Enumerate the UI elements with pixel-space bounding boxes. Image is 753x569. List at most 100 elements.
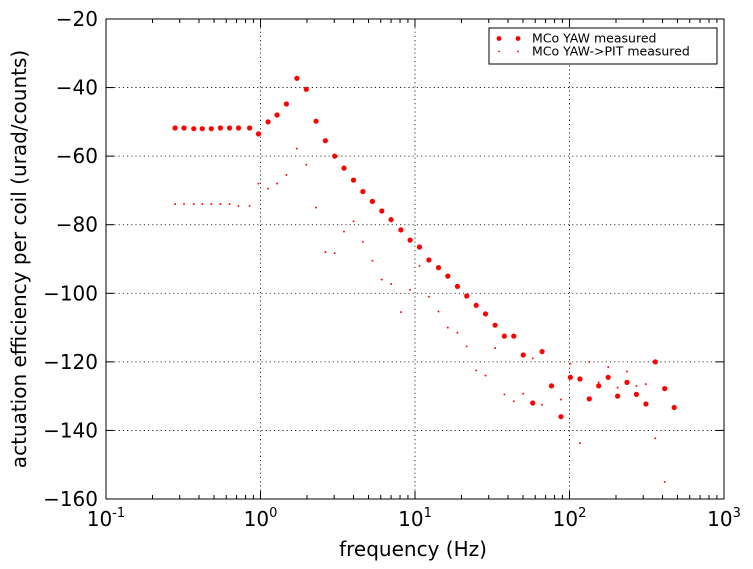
yaw-pit-point xyxy=(512,400,515,403)
yaw-point xyxy=(407,237,413,243)
y-tick-label: −120 xyxy=(43,350,98,374)
yaw-pit-point xyxy=(237,204,240,207)
yaw-pit-point xyxy=(399,311,402,314)
legend-marker-yaw xyxy=(515,36,521,41)
yaw-point xyxy=(426,257,432,263)
x-tick-exponent: 1 xyxy=(424,506,432,521)
yaw-pit-point xyxy=(616,386,619,389)
yaw-pit-point xyxy=(276,182,279,185)
yaw-point xyxy=(172,125,178,131)
y-tick-label: −60 xyxy=(56,144,98,168)
x-tick-label: 10-1 xyxy=(87,506,125,531)
yaw-point xyxy=(265,119,271,125)
yaw-pit-point xyxy=(380,278,383,281)
yaw-pit-point xyxy=(343,230,345,233)
series-yaw-pit xyxy=(174,147,666,483)
yaw-point xyxy=(341,165,347,171)
yaw-point xyxy=(322,138,328,144)
yaw-pit-point xyxy=(210,203,213,206)
x-tick-base: 10 xyxy=(398,507,423,531)
yaw-pit-point xyxy=(295,147,298,150)
yaw-point xyxy=(191,126,197,132)
yaw-point xyxy=(662,386,668,392)
y-tick-label: −20 xyxy=(56,7,98,31)
yaw-point xyxy=(199,126,205,132)
y-tick-label: −40 xyxy=(56,76,98,100)
yaw-point xyxy=(255,131,262,137)
yaw-point xyxy=(181,125,187,131)
yaw-point xyxy=(643,401,649,407)
legend-label-yaw: MCo YAW measured xyxy=(532,31,656,46)
yaw-point xyxy=(567,374,574,380)
yaw-point xyxy=(283,101,289,107)
legend: MCo YAW measured MCo YAW->PIT measured xyxy=(488,27,718,65)
yaw-pit-point xyxy=(390,283,393,285)
yaw-point xyxy=(217,125,223,131)
yaw-pit-point xyxy=(409,288,412,291)
legend-marker-yaw-pit xyxy=(498,50,500,53)
yaw-point xyxy=(605,374,611,380)
yaw-pit-point xyxy=(635,384,638,387)
x-tick-base: 10 xyxy=(707,507,732,531)
yaw-point xyxy=(539,349,545,355)
yaw-pit-point xyxy=(285,174,288,176)
yaw-pit-point xyxy=(550,384,553,387)
x-tick-base: 10 xyxy=(244,507,269,531)
yaw-point xyxy=(511,333,517,339)
yaw-point xyxy=(633,391,640,397)
yaw-point xyxy=(473,302,479,308)
x-tick-exponent: 3 xyxy=(733,506,741,521)
yaw-pit-point xyxy=(371,259,374,262)
yaw-point xyxy=(454,283,460,289)
yaw-point xyxy=(501,333,507,339)
yaw-point xyxy=(379,208,385,214)
yaw-pit-point xyxy=(427,295,430,298)
yaw-pit-point xyxy=(418,264,421,267)
yaw-pit-point xyxy=(333,252,336,255)
x-tick-exponent: -1 xyxy=(112,506,125,521)
yaw-pit-point xyxy=(607,366,610,368)
yaw-point xyxy=(235,125,242,131)
yaw-pit-point xyxy=(352,220,355,223)
yaw-pit-point xyxy=(183,203,185,206)
yaw-pit-point xyxy=(597,381,600,384)
yaw-pit-point xyxy=(654,437,657,440)
yaw-pit-point xyxy=(626,370,628,373)
legend-label-yaw-pit: MCo YAW->PIT measured xyxy=(532,44,690,59)
yaw-point xyxy=(652,359,658,365)
yaw-pit-point xyxy=(663,480,666,483)
yaw-point xyxy=(577,376,583,382)
series-yaw xyxy=(172,75,677,420)
grid xyxy=(106,19,724,499)
x-axis-title: frequency (Hz) xyxy=(339,537,487,561)
yaw-pit-point xyxy=(201,203,204,206)
yaw-pit-point xyxy=(503,393,506,396)
yaw-point xyxy=(445,273,451,279)
yaw-point xyxy=(586,396,592,402)
yaw-point xyxy=(360,188,366,195)
x-tick-label: 101 xyxy=(398,506,432,531)
yaw-pit-point xyxy=(228,203,231,206)
x-tick-label: 100 xyxy=(244,506,278,531)
yaw-point xyxy=(492,322,498,328)
yaw-point xyxy=(294,75,300,81)
yaw-point xyxy=(226,125,233,131)
yaw-pit-point xyxy=(248,204,251,207)
yaw-point xyxy=(530,400,536,406)
yaw-pit-point xyxy=(484,374,487,377)
yaw-pit-point xyxy=(541,403,544,406)
x-tick-base: 10 xyxy=(553,507,578,531)
yaw-pit-point xyxy=(315,206,318,209)
yaw-pit-point xyxy=(446,326,449,329)
yaw-pit-point xyxy=(522,392,525,395)
yaw-point xyxy=(247,125,253,131)
yaw-point xyxy=(435,265,442,271)
yaw-point xyxy=(350,177,357,183)
yaw-pit-point xyxy=(219,203,222,206)
yaw-point xyxy=(558,414,564,420)
legend-box xyxy=(488,27,718,65)
yaw-point xyxy=(520,352,526,358)
legend-marker-yaw-pit xyxy=(517,50,519,53)
yaw-pit-point xyxy=(531,357,534,360)
